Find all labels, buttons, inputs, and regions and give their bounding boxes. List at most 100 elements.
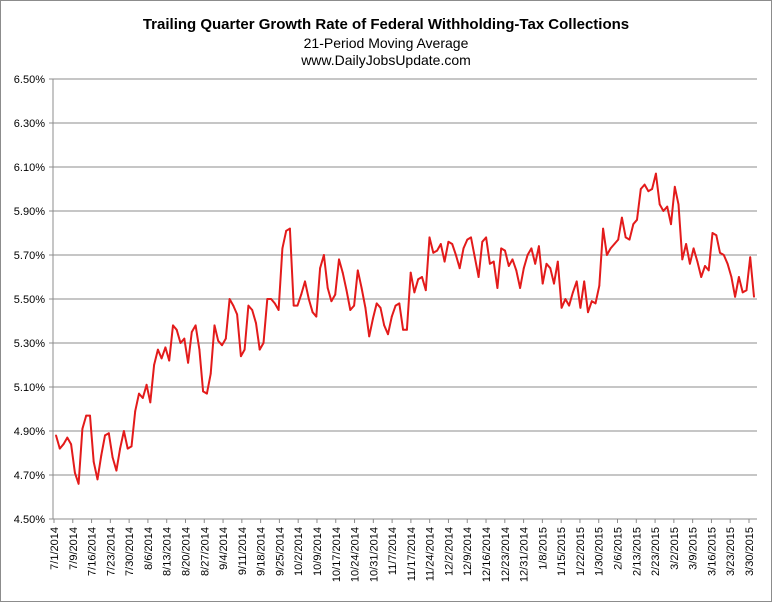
data-point: [296, 304, 299, 307]
data-point: [628, 238, 631, 241]
data-point: [609, 247, 612, 250]
x-tick-label: 1/8/2015: [537, 527, 549, 570]
x-tick-label: 7/30/2014: [124, 527, 136, 576]
data-point: [58, 447, 61, 450]
data-point: [730, 276, 733, 278]
data-point: [677, 203, 680, 206]
y-tick-label: 6.50%: [14, 74, 45, 86]
x-tick-label: 11/24/2014: [425, 527, 437, 581]
x-tick-label: 3/9/2015: [688, 527, 700, 570]
data-point: [183, 337, 186, 340]
data-point: [341, 271, 344, 274]
data-point: [285, 229, 288, 232]
data-point: [228, 298, 231, 300]
data-point: [632, 223, 635, 226]
data-point: [753, 295, 755, 298]
x-tick-label: 12/9/2014: [462, 527, 474, 576]
data-point: [330, 300, 333, 303]
data-point: [579, 306, 582, 309]
data-point: [526, 254, 529, 256]
data-point: [500, 247, 503, 250]
data-point: [217, 339, 220, 342]
data-point: [666, 205, 669, 208]
x-tick-label: 3/23/2015: [725, 527, 737, 576]
data-point: [741, 291, 744, 294]
data-point: [62, 443, 65, 446]
data-point: [160, 357, 163, 360]
data-point: [209, 372, 212, 375]
data-point: [334, 293, 337, 296]
data-point: [187, 361, 190, 364]
x-tick-label: 9/4/2014: [218, 527, 230, 570]
data-point: [722, 254, 725, 256]
title-block: Trailing Quarter Growth Rate of Federal …: [1, 15, 771, 69]
data-point: [349, 309, 352, 311]
data-point: [424, 289, 427, 292]
data-point: [172, 324, 174, 327]
data-point: [696, 260, 699, 263]
y-tick-label: 5.50%: [14, 294, 45, 306]
data-point: [168, 359, 171, 362]
data-point: [413, 291, 416, 294]
data-point: [307, 298, 310, 300]
x-tick-label: 7/1/2014: [49, 527, 61, 570]
data-point: [258, 348, 261, 351]
x-tick-label: 7/16/2014: [87, 527, 99, 576]
data-point: [621, 216, 623, 219]
data-point: [643, 183, 646, 186]
x-tick-label: 1/15/2015: [556, 527, 568, 576]
data-point: [206, 392, 208, 395]
x-tick-label: 1/22/2015: [575, 527, 587, 576]
data-point: [692, 247, 695, 250]
data-point: [455, 254, 457, 256]
data-point: [107, 432, 110, 435]
data-point: [575, 280, 578, 283]
x-tick-label: 11/7/2014: [387, 527, 399, 575]
x-tick-label: 1/30/2015: [594, 527, 606, 576]
x-tick-label: 9/11/2014: [237, 527, 249, 575]
data-point: [123, 430, 125, 432]
data-point: [511, 258, 514, 261]
data-point: [624, 236, 627, 239]
data-point: [477, 276, 480, 278]
data-point: [734, 295, 736, 298]
data-point: [247, 304, 250, 307]
data-point: [530, 247, 533, 250]
data-point: [387, 333, 389, 336]
data-point: [598, 284, 601, 287]
chart-subtitle: 21-Period Moving Average: [303, 35, 469, 51]
y-tick-label: 5.90%: [14, 206, 45, 218]
data-point: [356, 269, 359, 272]
data-point: [190, 331, 193, 333]
y-tick-label: 6.10%: [14, 162, 45, 174]
data-point: [458, 267, 461, 270]
x-tick-label: 7/23/2014: [105, 527, 117, 576]
data-point: [213, 324, 216, 327]
y-tick-label: 5.70%: [14, 250, 45, 262]
data-point: [462, 247, 465, 250]
data-point: [251, 309, 254, 311]
data-point: [194, 324, 197, 327]
data-point: [141, 397, 144, 399]
data-point: [96, 478, 99, 481]
data-point: [338, 258, 340, 261]
x-axis-ticks: 7/1/2014 7/9/2014 7/16/2014 7/23/2014 7/30/2…: [49, 527, 756, 582]
data-point: [100, 454, 103, 457]
x-tick-label: 8/6/2014: [143, 527, 155, 570]
data-point: [564, 298, 567, 300]
y-tick-label: 4.70%: [14, 470, 45, 482]
series-line: [55, 172, 755, 485]
data-point: [179, 342, 182, 344]
data-point: [670, 223, 672, 226]
x-tick-label: 8/27/2014: [199, 527, 211, 576]
data-point: [153, 364, 156, 366]
data-point: [406, 328, 408, 331]
data-point: [394, 304, 397, 307]
x-tick-label: 12/31/2014: [519, 527, 531, 582]
data-point: [364, 306, 367, 309]
data-point: [255, 322, 257, 325]
data-point: [545, 262, 548, 265]
x-tick-label: 12/2/2014: [443, 527, 455, 576]
data-point: [556, 260, 559, 263]
x-tick-label: 2/6/2015: [613, 527, 625, 570]
